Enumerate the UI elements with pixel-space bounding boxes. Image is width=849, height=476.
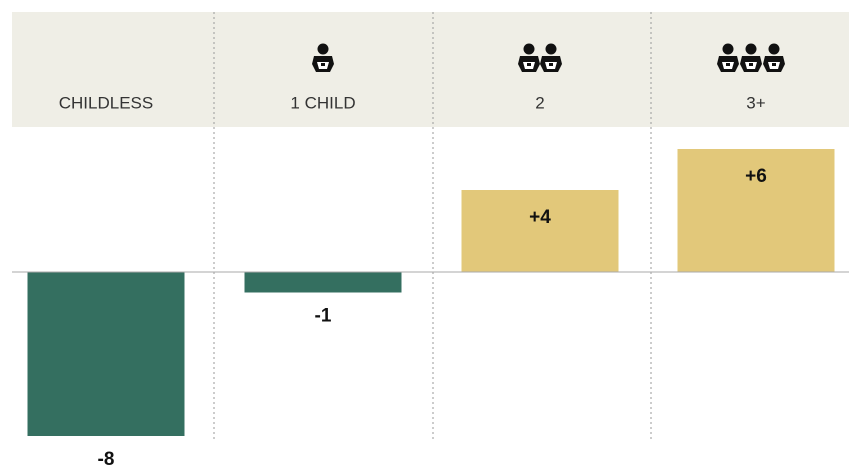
bar xyxy=(27,272,185,436)
header-band xyxy=(12,12,849,127)
bar xyxy=(461,190,619,272)
category-label: 3+ xyxy=(746,93,765,112)
column-dividers xyxy=(213,12,652,441)
value-label: +6 xyxy=(745,166,767,187)
category-label: 1 CHILD xyxy=(290,93,355,112)
category-label: 2 xyxy=(535,93,544,112)
value-label: -1 xyxy=(315,306,332,327)
value-label: +4 xyxy=(529,207,551,228)
bar xyxy=(677,149,835,272)
category-label: CHILDLESS xyxy=(59,93,153,112)
bar xyxy=(244,272,402,293)
value-label: -8 xyxy=(98,449,115,470)
bars xyxy=(27,149,835,436)
